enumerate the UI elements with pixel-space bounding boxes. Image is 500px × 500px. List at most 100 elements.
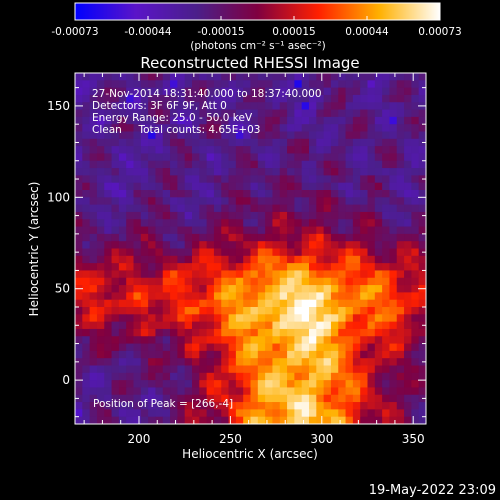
heatmap-cell [294, 87, 303, 96]
heatmap-cell [272, 336, 281, 344]
heatmap-cell [389, 102, 398, 110]
heatmap-cell [360, 109, 368, 118]
heatmap-cell [155, 328, 164, 337]
heatmap-cell [294, 307, 303, 315]
heatmap-cell [272, 109, 281, 118]
heatmap-cell [206, 80, 215, 89]
heatmap-cell [206, 131, 215, 140]
heatmap-cell [294, 416, 303, 424]
heatmap-cell [404, 248, 412, 257]
heatmap-cell [228, 299, 237, 308]
heatmap-cell [111, 248, 120, 257]
heatmap-cell [389, 321, 398, 330]
heatmap-cell [104, 372, 112, 381]
heatmap-cell [155, 343, 164, 352]
heatmap-cell [345, 219, 354, 227]
heatmap-cell [89, 190, 98, 198]
heatmap-cell [367, 394, 376, 403]
heatmap-cell [309, 263, 317, 271]
colorbar-tick-label: 0.00073 [418, 26, 461, 38]
heatmap-cell [148, 248, 156, 257]
heatmap-cell [309, 248, 317, 257]
heatmap-cell [411, 233, 420, 242]
heatmap-cell [323, 263, 332, 271]
heatmap-cell [111, 255, 120, 264]
heatmap-cell [360, 372, 368, 381]
heatmap-cell [162, 241, 171, 249]
heatmap-cell [170, 219, 178, 227]
heatmap-cell [418, 94, 426, 103]
heatmap-cell [235, 321, 244, 330]
heatmap-cell [287, 394, 295, 403]
heatmap-cell [170, 233, 178, 242]
heatmap-cell [104, 109, 112, 118]
heatmap-cell [279, 277, 288, 286]
heatmap-cell [294, 241, 303, 249]
heatmap-cell [316, 285, 325, 293]
heatmap-cell [294, 160, 303, 169]
heatmap-cell [75, 131, 83, 140]
heatmap-cell [360, 226, 368, 235]
heatmap-cell [126, 233, 134, 242]
heatmap-cell [374, 219, 383, 227]
heatmap-cell [309, 168, 317, 176]
heatmap-cell [367, 190, 376, 198]
heatmap-cell [243, 255, 251, 264]
heatmap-cell [396, 109, 405, 118]
heatmap-cell [170, 328, 178, 337]
heatmap-cell [82, 263, 91, 271]
heatmap-cell [228, 380, 237, 388]
heatmap-cell [206, 277, 215, 286]
heatmap-cell [352, 263, 361, 271]
heatmap-cell [382, 409, 390, 418]
heatmap-cell [345, 124, 354, 132]
heatmap-cell [104, 116, 112, 125]
heatmap-cell [309, 80, 317, 89]
heatmap-cell [367, 365, 376, 374]
heatmap-cell [265, 138, 273, 147]
heatmap-cell [170, 380, 178, 388]
heatmap-cell [330, 233, 339, 242]
heatmap-cell [170, 394, 178, 403]
heatmap-cell [301, 124, 310, 132]
heatmap-cell [411, 211, 420, 220]
heatmap-cell [199, 233, 208, 242]
heatmap-cell [184, 204, 193, 213]
heatmap-cell [316, 365, 325, 374]
heatmap-cell [389, 87, 398, 96]
heatmap-cell [177, 255, 186, 264]
heatmap-cell [133, 197, 142, 206]
heatmap-cell [316, 409, 325, 418]
heatmap-cell [192, 292, 200, 301]
heatmap-cell [184, 248, 193, 257]
heatmap-cell [118, 226, 127, 235]
heatmap-cell [177, 307, 186, 315]
heatmap-cell [155, 409, 164, 418]
heatmap-cell [228, 314, 237, 323]
heatmap-cell [345, 131, 354, 140]
heatmap-cell [250, 116, 259, 125]
heatmap-cell [382, 94, 390, 103]
heatmap-cell [389, 116, 398, 125]
heatmap-cell [287, 80, 295, 89]
heatmap-cell [89, 204, 98, 213]
heatmap-cell [257, 394, 266, 403]
heatmap-cell [389, 358, 398, 366]
heatmap-cell [199, 87, 208, 96]
heatmap-cell [323, 372, 332, 381]
heatmap-cell [221, 116, 229, 125]
heatmap-cell [221, 73, 229, 81]
heatmap-cell [323, 87, 332, 96]
heatmap-cell [279, 233, 288, 242]
heatmap-cell [374, 263, 383, 271]
heatmap-cell [228, 350, 237, 359]
heatmap-cell [418, 124, 426, 132]
heatmap-cell [250, 204, 259, 213]
heatmap-cell [411, 328, 420, 337]
heatmap-cell [177, 358, 186, 366]
heatmap-cell [360, 211, 368, 220]
heatmap-cell [338, 87, 346, 96]
heatmap-cell [213, 336, 222, 344]
heatmap-cell [133, 94, 142, 103]
heatmap-cell [279, 416, 288, 424]
